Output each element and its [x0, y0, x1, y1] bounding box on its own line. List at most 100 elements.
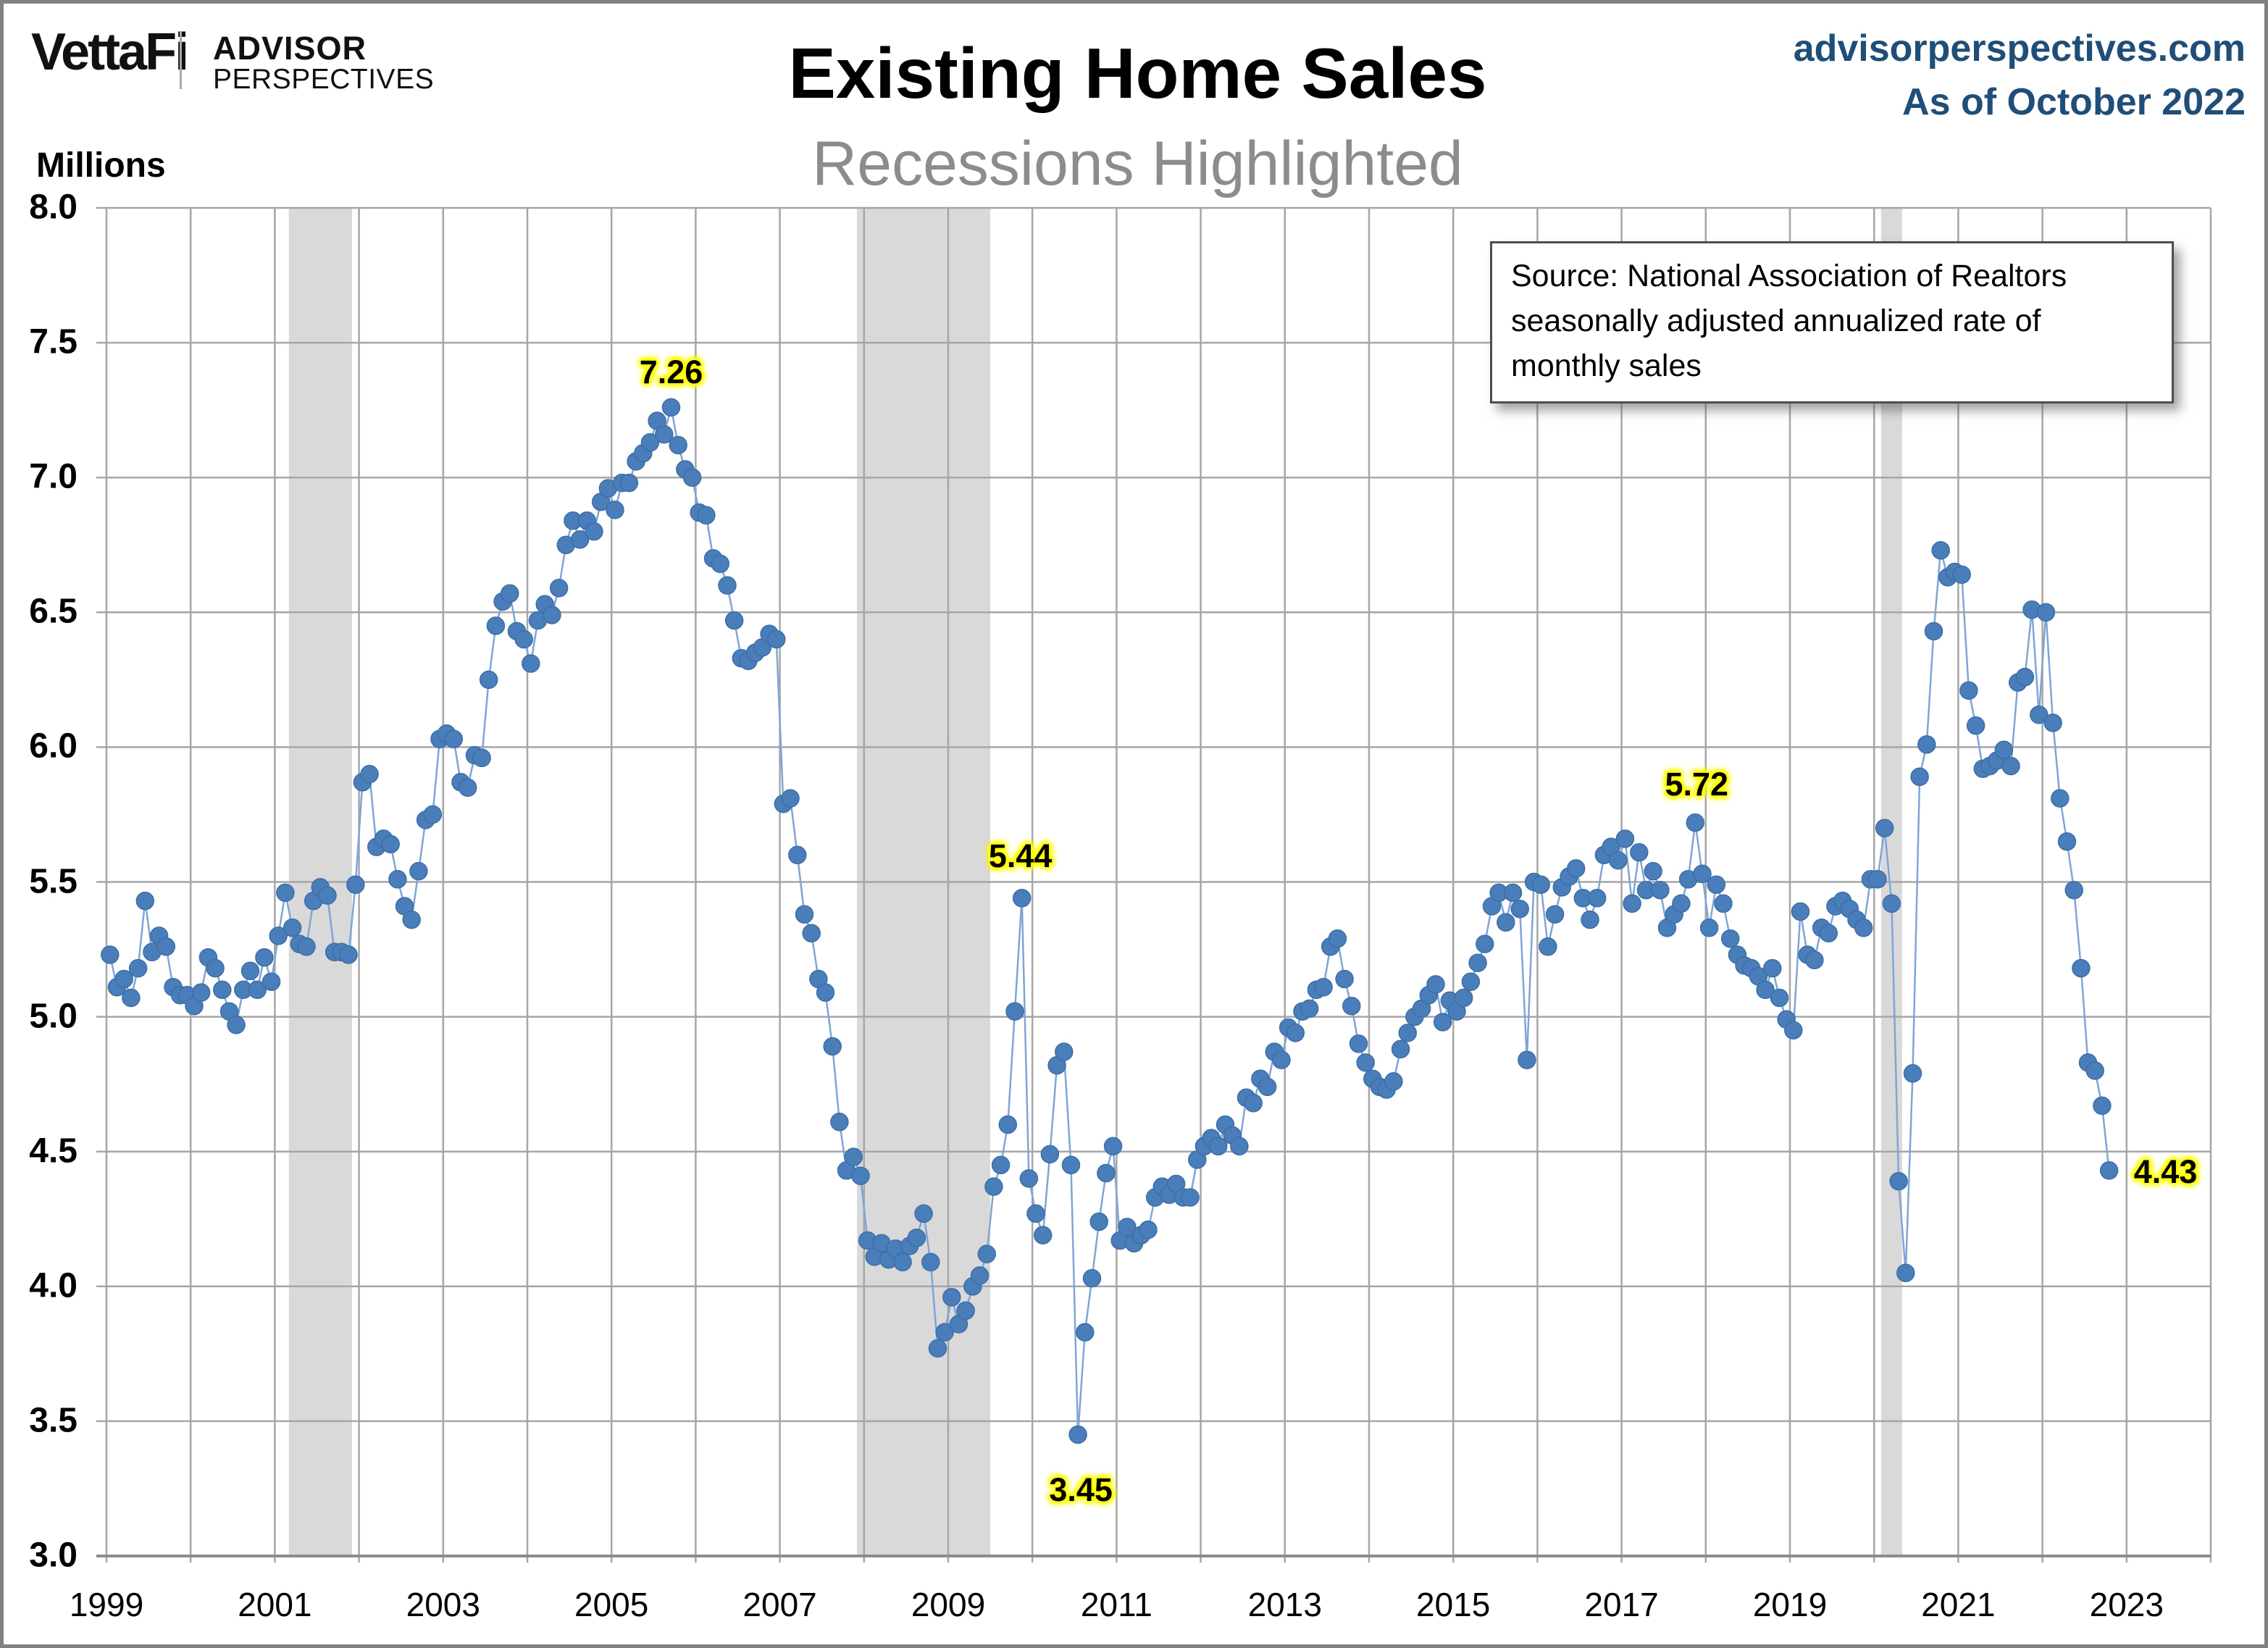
data-point	[1693, 864, 1712, 884]
data-point	[1615, 829, 1635, 848]
data-point	[339, 945, 358, 964]
data-point	[1033, 1226, 1053, 1245]
data-point	[1055, 1042, 1074, 1061]
data-point	[1952, 565, 1971, 584]
data-point	[935, 1323, 954, 1342]
data-point	[269, 927, 288, 945]
data-point	[1454, 988, 1473, 1008]
data-point	[823, 1037, 842, 1056]
data-point	[2001, 756, 2020, 776]
data-point	[1651, 880, 1670, 900]
data-point	[977, 1245, 997, 1263]
data-point	[1623, 894, 1641, 913]
data-point	[2036, 603, 2056, 622]
data-point	[2099, 1161, 2119, 1180]
data-point	[1019, 1169, 1039, 1188]
data-point	[914, 1204, 933, 1224]
data-point	[844, 1147, 863, 1166]
data-point	[1805, 950, 1824, 970]
data-point	[486, 616, 506, 635]
data-point	[1889, 1171, 1908, 1191]
data-point	[1959, 681, 1978, 700]
data-point	[549, 579, 569, 598]
data-point	[1286, 1024, 1305, 1042]
data-point	[1503, 883, 1523, 903]
plot-area	[96, 206, 2212, 1563]
data-point	[240, 961, 260, 981]
data-point	[1581, 910, 1599, 929]
data-point	[1384, 1072, 1403, 1091]
data-point	[1356, 1053, 1375, 1072]
data-point	[2043, 714, 2062, 732]
as-of-date: As of October 2022	[1902, 80, 2246, 123]
data-point	[1258, 1077, 1277, 1097]
data-point	[1118, 1218, 1137, 1237]
data-point	[276, 883, 295, 903]
data-point	[1539, 937, 1557, 956]
data-point	[1518, 1050, 1536, 1069]
data-point	[1609, 850, 1628, 870]
data-point	[360, 764, 379, 784]
data-point	[1763, 958, 1782, 978]
data-point	[1349, 1034, 1368, 1053]
page-title: Existing Home Sales	[788, 33, 1487, 113]
data-point	[1896, 1263, 1915, 1282]
data-point	[458, 778, 477, 797]
data-point	[1770, 988, 1789, 1008]
data-point	[907, 1229, 926, 1247]
data-point	[1244, 1093, 1263, 1113]
data-point	[1005, 1002, 1024, 1021]
data-point	[1707, 875, 1726, 894]
data-point	[1026, 1204, 1045, 1224]
data-point	[724, 611, 744, 630]
data-point	[606, 501, 624, 519]
data-point	[816, 983, 835, 1002]
data-point	[2064, 880, 2083, 900]
data-point	[1699, 919, 1719, 937]
data-point	[1476, 934, 1494, 953]
source-note-line: seasonally adjusted annualized rate of	[1511, 304, 2041, 338]
data-point	[227, 1016, 246, 1034]
data-point	[206, 958, 225, 978]
data-point	[2072, 958, 2091, 978]
data-point	[1875, 819, 1894, 837]
data-point	[1468, 953, 1487, 972]
data-point	[1630, 842, 1649, 862]
data-point	[1587, 889, 1607, 908]
data-point	[543, 606, 561, 624]
brand-divider	[180, 31, 182, 89]
data-point	[213, 980, 232, 1000]
data-point	[1497, 913, 1515, 932]
data-point	[318, 886, 337, 905]
data-point	[1426, 975, 1445, 994]
data-point	[1819, 924, 1838, 942]
data-point	[501, 584, 519, 603]
data-point	[1076, 1323, 1095, 1342]
data-point	[114, 969, 133, 989]
data-point	[619, 473, 639, 493]
data-point	[381, 835, 400, 854]
data-point	[1040, 1145, 1060, 1164]
data-point	[1854, 919, 1873, 937]
data-point	[423, 805, 443, 824]
data-point	[1686, 813, 1705, 832]
data-point	[1966, 716, 1985, 735]
data-point	[402, 910, 421, 929]
data-point	[921, 1252, 940, 1272]
data-point	[1335, 969, 1354, 989]
data-point	[1230, 1137, 1249, 1156]
data-point	[409, 861, 428, 881]
data-point	[1061, 1155, 1081, 1175]
data-point	[156, 937, 176, 956]
data-point	[942, 1287, 961, 1307]
data-point	[1391, 1040, 1410, 1059]
data-point	[2030, 705, 2049, 724]
data-point	[1209, 1137, 1228, 1156]
data-point	[956, 1301, 975, 1321]
site-url: advisorperspectives.com	[1793, 28, 2246, 70]
data-point	[135, 891, 155, 911]
data-point	[261, 972, 281, 991]
data-point	[998, 1115, 1018, 1134]
data-point	[1097, 1163, 1116, 1183]
data-point	[1328, 929, 1347, 948]
